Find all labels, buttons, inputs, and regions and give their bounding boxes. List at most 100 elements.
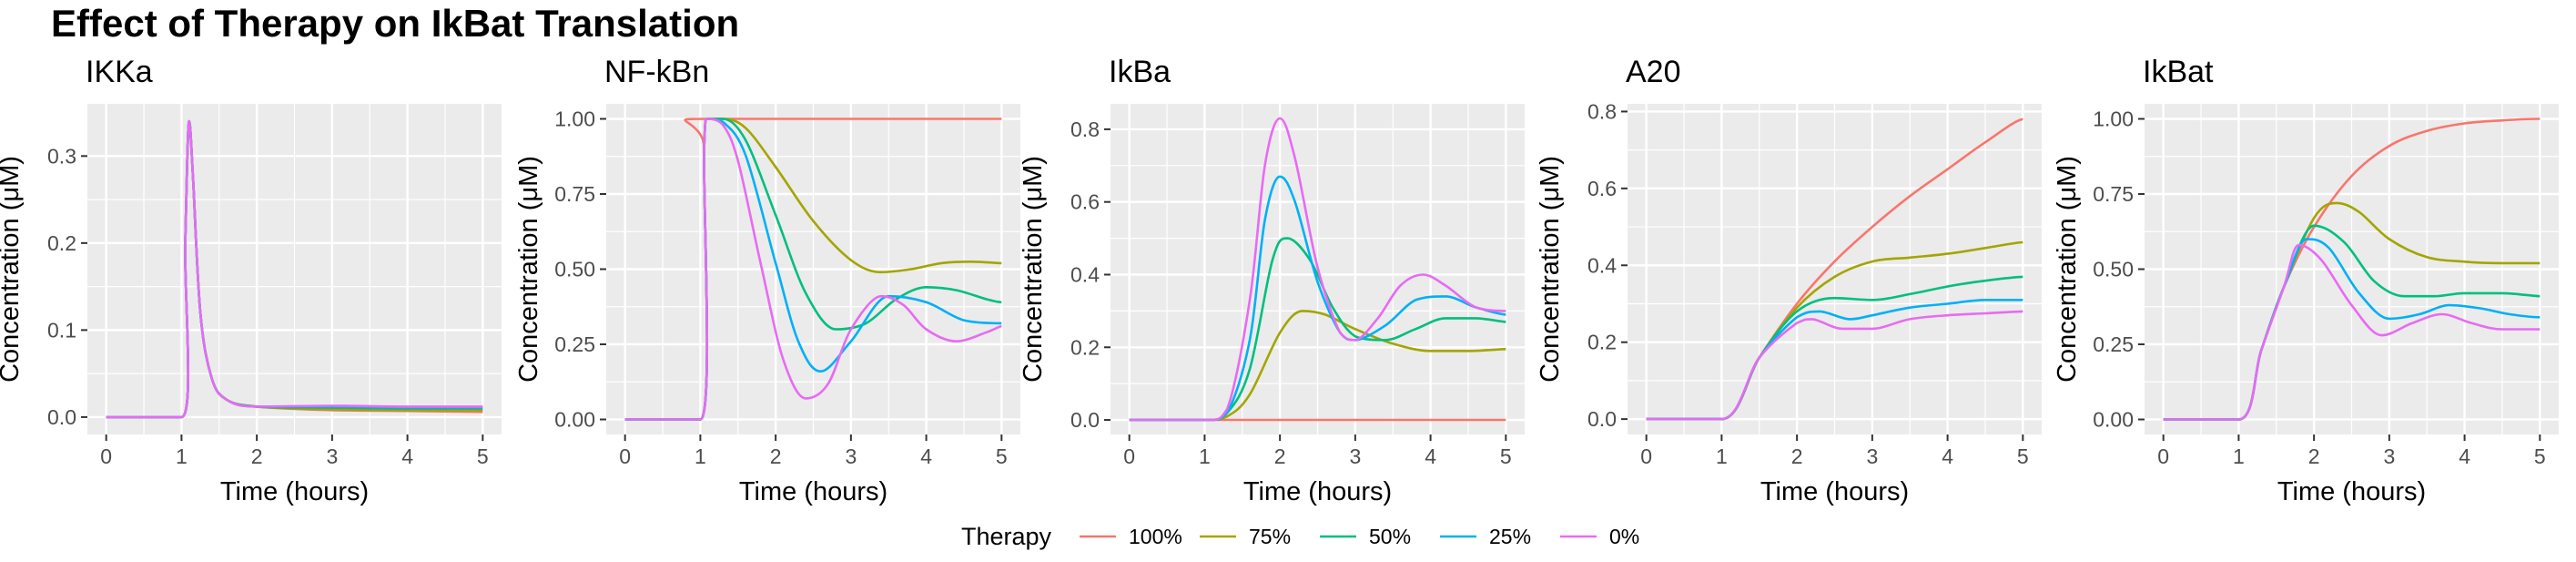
series-line-4 [1129, 117, 1506, 422]
series-line-4 [624, 118, 1002, 421]
y-tick-label: 0.2 [1070, 335, 1100, 359]
panel-title: IkBa [1109, 55, 1171, 89]
x-tick-label: 5 [2534, 444, 2546, 468]
x-tick-label: 1 [695, 444, 706, 468]
x-tick-label: 5 [477, 444, 489, 468]
x-tick-label: 4 [1425, 444, 1436, 468]
y-tick-label: 0.4 [1587, 253, 1617, 277]
y-tick-label: 0.0 [47, 405, 76, 429]
x-tick-label: 0 [100, 444, 112, 468]
panel-0: IKKa 0 1 2 3 4 5 0.0 0.1 0.2 0.3 Time (hours) Concen… [0, 55, 502, 506]
y-tick-label: 0.00 [554, 408, 595, 432]
y-tick-label: 0.8 [1070, 118, 1100, 141]
panel-title: IKKa [86, 55, 153, 89]
y-tick-label: 0.75 [2093, 182, 2134, 206]
series-group [1646, 118, 2023, 421]
y-tick-label: 0.25 [2093, 332, 2134, 356]
x-tick-label: 0 [2157, 444, 2169, 468]
panels: IKKa 0 1 2 3 4 5 0.0 0.1 0.2 0.3 Time (hours) Concen… [0, 55, 2559, 506]
series-line-1 [1129, 310, 1506, 422]
panel-title: NF-kBn [604, 55, 709, 89]
panel-1: NF-kBn 0 1 2 3 4 5 0.00 0.25 0.50 0.75 1.00 Time (ho… [514, 55, 1020, 506]
x-tick-label: 4 [401, 444, 413, 468]
y-tick-label: 0.3 [47, 144, 76, 168]
chart-title: Effect of Therapy on IkBat Translation [51, 2, 739, 45]
legend-label: 25% [1489, 525, 1531, 548]
x-tick-label: 0 [1640, 444, 1652, 468]
y-axis-label: Concentration (μM) [514, 156, 543, 383]
x-tick-label: 3 [1866, 444, 1878, 468]
legend-label: 100% [1129, 525, 1182, 548]
y-tick-label: 0.4 [1070, 262, 1100, 286]
y-tick-label: 0.25 [554, 332, 595, 356]
panel-title: A20 [1626, 55, 1681, 89]
series-group [1129, 117, 1506, 422]
legend-label: 0% [1609, 525, 1639, 548]
x-axis-label: Time (hours) [1760, 477, 1909, 506]
y-tick-label: 1.00 [554, 107, 595, 131]
y-axis-label: Concentration (μM) [1019, 156, 1048, 383]
x-tick-label: 2 [1791, 444, 1803, 468]
series-group [106, 119, 483, 419]
legend-item: 25% [1440, 525, 1531, 548]
x-axis-label: Time (hours) [2277, 477, 2426, 506]
y-axis-label: Concentration (μM) [1536, 156, 1565, 383]
legend-item: 100% [1080, 525, 1182, 548]
series-group [2163, 118, 2541, 421]
x-tick-label: 1 [176, 444, 188, 468]
series-line-3 [1129, 175, 1506, 422]
x-tick-label: 4 [1942, 444, 1953, 468]
panel-2: IkBa 0 1 2 3 4 5 0.0 0.2 0.4 0.6 0.8 Time (hours) Con… [1019, 55, 1525, 506]
y-tick-label: 0.0 [1587, 407, 1617, 431]
x-tick-label: 2 [251, 444, 263, 468]
x-tick-label: 1 [2233, 444, 2245, 468]
series-line-4 [2163, 243, 2541, 421]
legend: Therapy 100% 75% 50% 25% 0% [961, 523, 1639, 550]
legend-title: Therapy [961, 523, 1052, 550]
x-tick-label: 3 [845, 444, 857, 468]
x-tick-label: 5 [2017, 444, 2029, 468]
x-tick-label: 1 [1199, 444, 1211, 468]
panel-4: IkBat 0 1 2 3 4 5 0.00 0.25 0.50 0.75 1.00 Time (hou… [2053, 55, 2559, 506]
x-tick-label: 3 [2383, 444, 2395, 468]
x-tick-label: 2 [1274, 444, 1286, 468]
x-tick-label: 1 [1716, 444, 1728, 468]
x-tick-label: 3 [326, 444, 338, 468]
y-tick-label: 0.50 [554, 258, 595, 281]
legend-label: 50% [1369, 525, 1411, 548]
legend-item: 50% [1320, 525, 1411, 548]
x-axis-label: Time (hours) [220, 477, 369, 506]
x-tick-label: 2 [770, 444, 782, 468]
x-tick-label: 4 [920, 444, 932, 468]
y-tick-label: 0.50 [2093, 258, 2134, 281]
x-axis-label: Time (hours) [739, 477, 887, 506]
legend-item: 0% [1560, 525, 1639, 548]
series-line-4 [1646, 310, 2023, 421]
y-tick-label: 0.2 [47, 231, 76, 255]
y-tick-label: 0.75 [554, 182, 595, 206]
panel-title: IkBat [2143, 55, 2214, 89]
legend-label: 75% [1249, 525, 1291, 548]
x-axis-label: Time (hours) [1243, 477, 1392, 506]
series-group [624, 118, 1002, 421]
y-tick-label: 0.0 [1070, 408, 1100, 432]
x-tick-label: 4 [2459, 444, 2470, 468]
y-tick-label: 0.00 [2093, 408, 2134, 432]
series-line-4 [106, 119, 483, 419]
y-tick-label: 0.2 [1587, 331, 1617, 354]
panel-3: A20 0 1 2 3 4 5 0.0 0.2 0.4 0.6 0.8 Time (hours) Conc… [1536, 55, 2042, 506]
y-axis-label: Concentration (μM) [0, 156, 25, 383]
x-tick-label: 2 [2308, 444, 2320, 468]
y-axis-label: Concentration (μM) [2053, 156, 2082, 383]
legend-item: 75% [1200, 525, 1291, 548]
x-tick-label: 3 [1349, 444, 1361, 468]
y-tick-label: 0.1 [47, 318, 76, 342]
y-tick-label: 1.00 [2093, 107, 2134, 131]
y-tick-label: 0.6 [1070, 190, 1100, 214]
x-tick-label: 5 [996, 444, 1008, 468]
x-tick-label: 5 [1500, 444, 1512, 468]
x-tick-label: 0 [1123, 444, 1135, 468]
y-tick-label: 0.8 [1587, 99, 1617, 123]
